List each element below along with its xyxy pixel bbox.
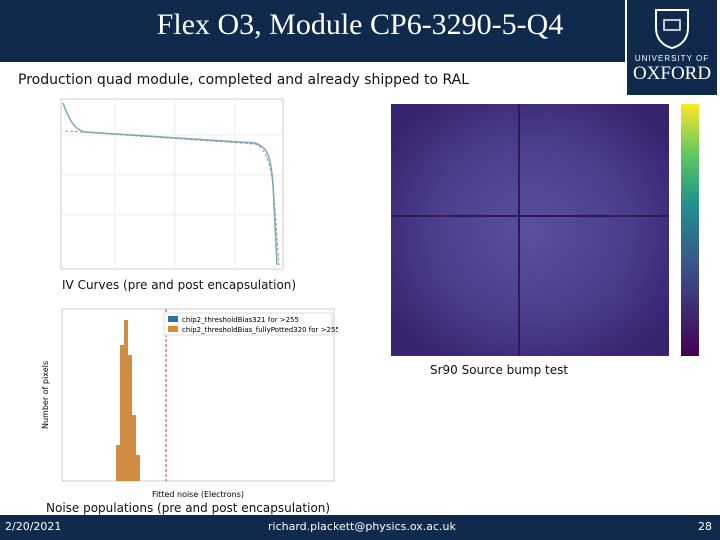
legend-label: chip2_thresholdBias321 for >255 [182,316,299,324]
iv-plot [60,98,284,270]
x-axis-label: Fitted noise (Electrons) [152,490,244,499]
page-number: 28 [698,520,712,533]
figure-caption: Sr90 Source bump test [430,363,569,377]
logo-crest [655,9,689,50]
histogram: chip2_thresholdBias321 for >255 chip2_th… [41,308,338,499]
y-axis-label: Number of pixels [41,361,50,429]
footer-email: richard.plackett@physics.ox.ac.uk [268,520,456,533]
header-bar [0,0,625,62]
subtitle: Production quad module, completed and al… [18,72,470,88]
heatmap [391,104,699,356]
legend-label: chip2_thresholdBias_fullyPotted320 for >… [182,326,338,334]
slide-title: Flex O3, Module CP6-3290-5-Q4 [156,8,564,41]
figure-caption: Noise populations (pre and post encapsul… [46,501,331,515]
figure-caption: IV Curves (pre and post encapsulation) [62,278,297,292]
logo-line2: OXFORD [632,63,712,84]
logo: UNIVERSITY OF OXFORD [627,0,717,95]
footer-bar [0,515,720,540]
logo-line1: UNIVERSITY OF [634,54,710,63]
footer-date: 2/20/2021 [5,520,62,533]
